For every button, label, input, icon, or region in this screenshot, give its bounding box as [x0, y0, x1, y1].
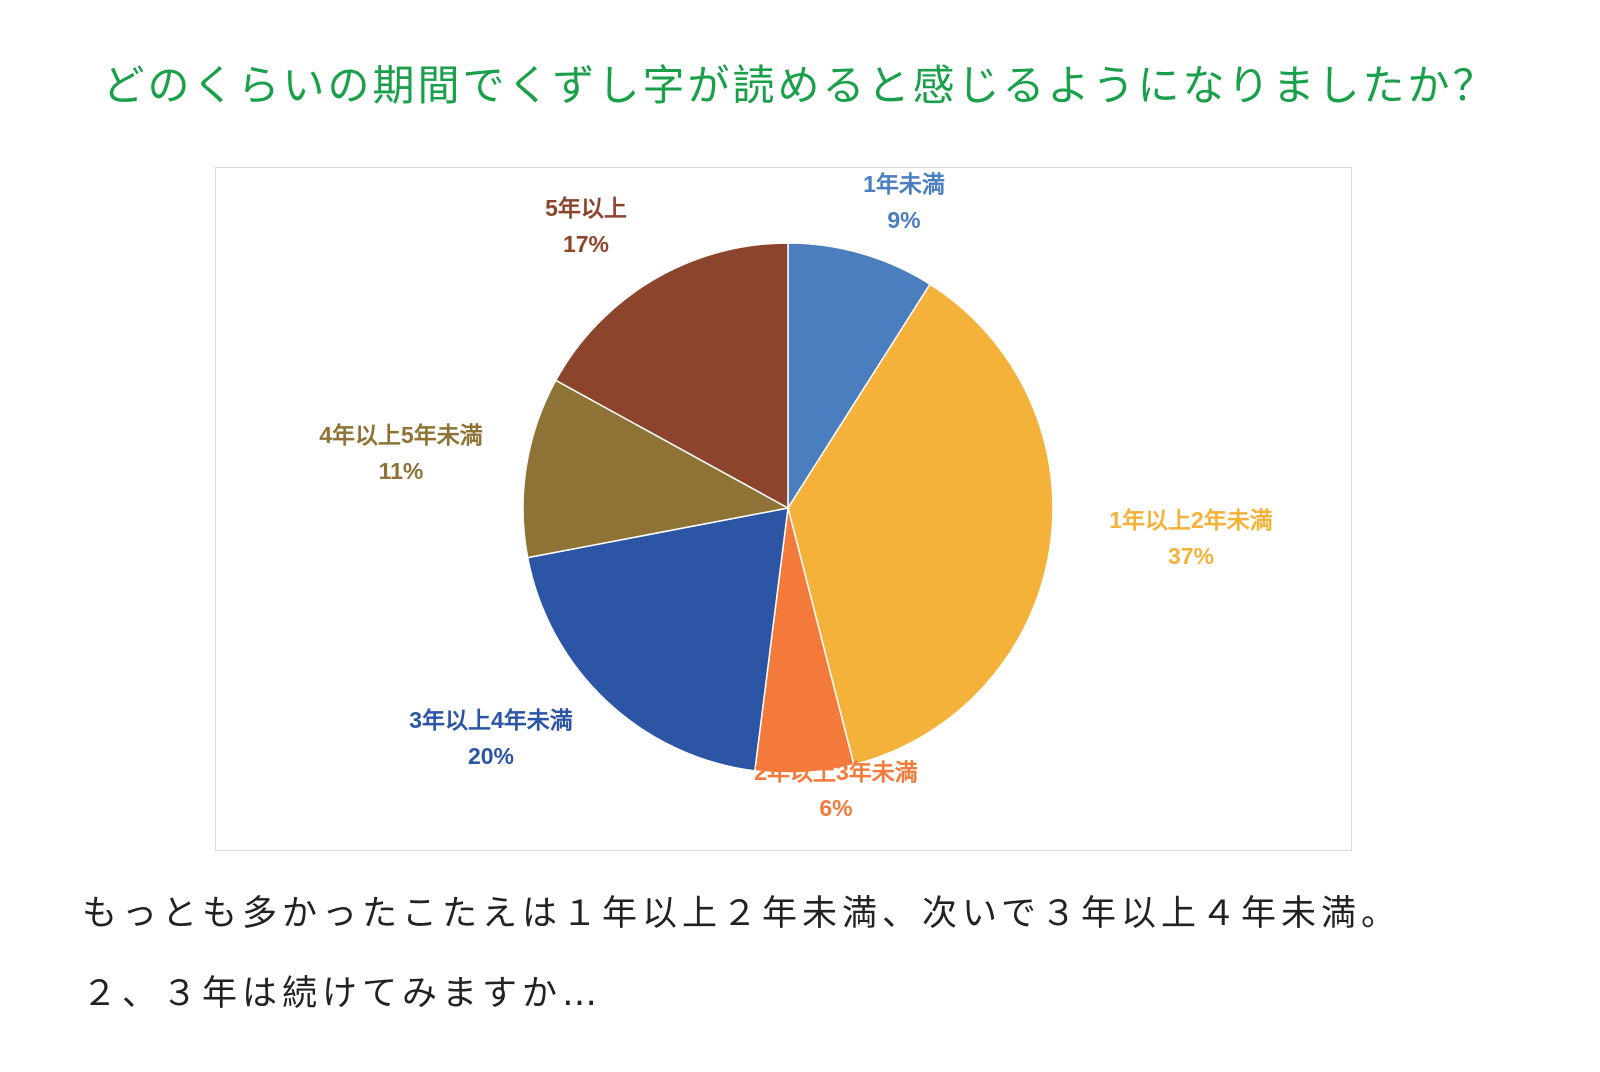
- slice-label-3: 2年以上3年未満: [754, 759, 918, 785]
- chart-title: どのくらいの期間でくずし字が読めると感じるようになりましたか？: [102, 61, 1498, 110]
- pie-slices: [522, 242, 1054, 774]
- slice-label-4: 3年以上4年未満: [409, 707, 573, 733]
- slice-value-label-5: 11%: [379, 458, 424, 484]
- slice-label-1: 1年未満: [863, 171, 945, 197]
- slice-label-5: 4年以上5年未満: [319, 422, 483, 448]
- pie-chart: 1年未満 9% 1年以上2年未満 37% 2年以上3年未満 6% 3年以上4年未満 20% 4年…: [319, 171, 1273, 821]
- slice-label-6: 5年以上: [545, 195, 627, 221]
- slice-value-label-3: 6%: [819, 795, 852, 821]
- pie-slice-2: [787, 283, 1054, 766]
- slice-value-label-4: 20%: [468, 743, 514, 769]
- slice-label-2: 1年以上2年未満: [1109, 507, 1273, 533]
- slice-value-label-2: 37%: [1168, 543, 1214, 569]
- caption-line-2: ２、３年は続けてみますか…: [82, 974, 603, 1014]
- pie-labels: 1年未満 9% 1年以上2年未満 37% 2年以上3年未満 6% 3年以上4年未満 20% 4年…: [319, 171, 1273, 821]
- chart-area: 1年未満 9% 1年以上2年未満 37% 2年以上3年未満 6% 3年以上4年未満 20% 4年…: [215, 167, 1352, 851]
- pie-slice-4: [526, 507, 789, 772]
- pie-slice-6: [554, 242, 789, 510]
- pie-slice-5: [522, 379, 791, 559]
- slice-value-label-1: 9%: [887, 207, 920, 233]
- caption-line-1: もっとも多かったこたえは１年以上２年未満、次いで３年以上４年未満。: [82, 894, 1401, 934]
- slice-value-label-6: 17%: [563, 231, 609, 257]
- pie-slice-1: [787, 242, 932, 511]
